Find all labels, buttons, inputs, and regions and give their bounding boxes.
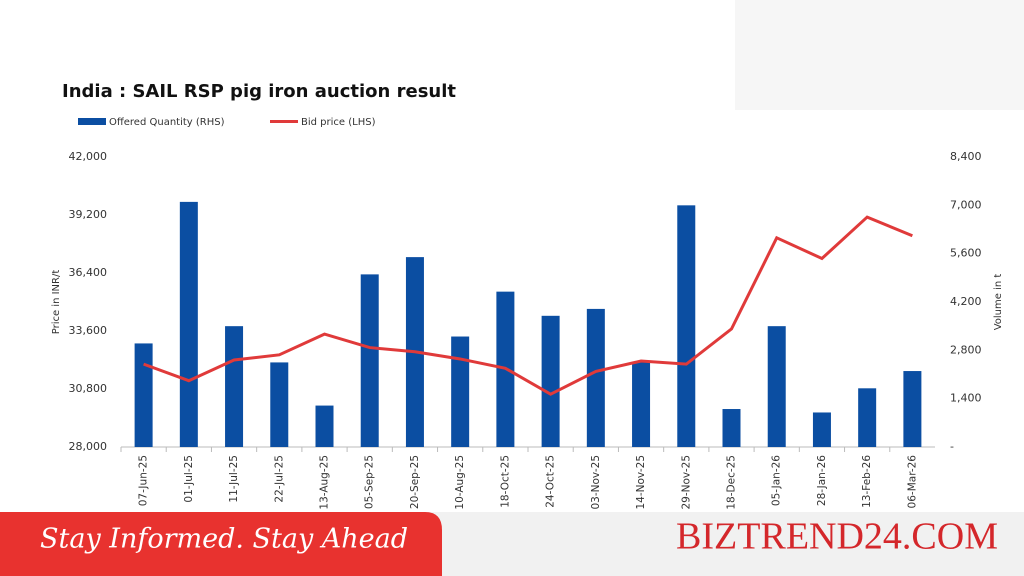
bar [134,343,153,447]
legend-swatch [78,118,106,125]
banner-tagline: Stay Informed. Stay Ahead [40,524,408,555]
bar [722,409,741,447]
y-tick-label: 30,800 [69,382,108,395]
x-tick-label: 22-Jul-25 [273,455,285,503]
x-tick-label: 06-Mar-26 [906,455,918,509]
bar [677,205,696,447]
y2-tick-label: 4,200 [950,295,982,308]
y-tick-label: 33,600 [69,324,108,337]
bar [858,388,877,447]
y-tick-label: 39,200 [69,208,108,221]
legend-label: Offered Quantity (RHS) [109,117,225,128]
x-tick-label: 05-Jan-26 [771,455,783,506]
x-tick-label: 05-Sep-25 [364,455,376,509]
x-tick-label: 03-Nov-25 [590,455,602,510]
y2-tick-label: 5,600 [950,247,982,260]
y2-axis-title: Volume in t [993,274,1004,331]
x-tick-label: 14-Nov-25 [635,455,647,510]
bar [812,412,831,447]
bar [179,201,198,447]
bar [586,308,605,447]
banner-red [0,512,442,576]
bar [360,274,379,447]
chart-title: India : SAIL RSP pig iron auction result [62,81,456,102]
y2-tick-label: 2,800 [950,343,982,356]
banner-brand: BIZTREND24.COM [676,516,998,558]
x-tick-label: 18-Oct-25 [499,455,511,508]
x-tick-label: 10-Aug-25 [454,455,466,510]
bar [541,315,560,447]
bar [632,362,651,447]
y-tick-label: 36,400 [69,266,108,279]
line [143,215,913,396]
x-tick-label: 29-Nov-25 [680,455,692,510]
legend-label: Bid price (LHS) [301,117,376,128]
bar [451,336,470,447]
x-tick-label: 07-Jun-25 [138,455,150,506]
y2-tick-label: - [950,440,954,453]
y-axis-title: Price in INR/t [51,270,62,335]
y2-tick-label: 7,000 [950,198,982,211]
x-tick-label: 28-Jan-26 [816,455,828,506]
x-tick-label: 13-Feb-26 [861,455,873,508]
bar [315,405,334,447]
bar [903,371,922,447]
x-tick-label: 24-Oct-25 [545,455,557,508]
y2-tick-label: 1,400 [950,392,982,405]
y-tick-label: 28,000 [69,440,108,453]
y-tick-label: 42,000 [69,150,108,163]
corner-panel [735,0,1024,110]
bar [225,326,244,447]
x-tick-label: 01-Jul-25 [183,455,195,503]
x-tick-label: 20-Sep-25 [409,455,421,509]
bar [767,326,786,447]
x-tick-label: 18-Dec-25 [726,455,738,510]
x-tick-label: 11-Jul-25 [228,455,240,503]
x-tick-label: 13-Aug-25 [319,455,331,510]
y2-tick-label: 8,400 [950,150,982,163]
bar [270,362,289,447]
